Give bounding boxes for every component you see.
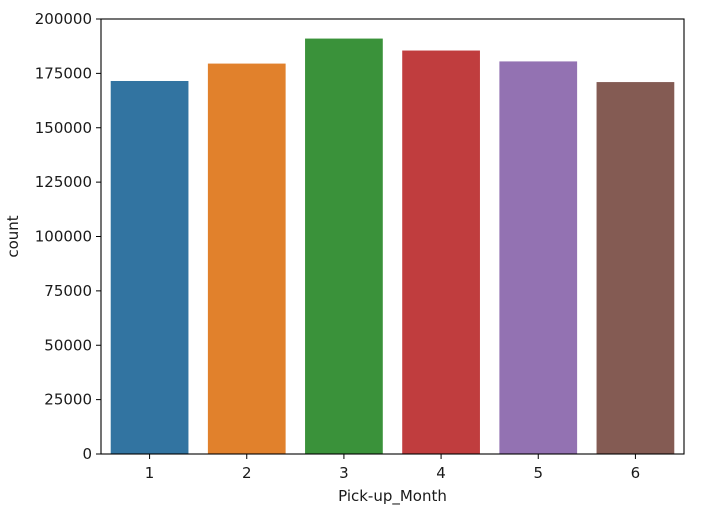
bar-3	[305, 38, 383, 454]
bars-group	[110, 38, 675, 455]
y-tick-label: 0	[82, 445, 92, 463]
x-axis-label: Pick-up_Month	[338, 487, 447, 506]
x-tick-label: 2	[242, 464, 252, 482]
x-tick-label: 1	[145, 464, 155, 482]
plot-frame	[100, 18, 685, 455]
x-axis: 1 2 3 4 5 6	[145, 454, 640, 482]
bar-2	[207, 63, 286, 455]
bar-4	[402, 50, 480, 454]
y-axis-label: count	[4, 215, 22, 257]
y-tick-label: 200000	[35, 10, 92, 28]
y-tick-label: 100000	[35, 228, 92, 246]
bar-5	[499, 61, 578, 454]
bar-6	[596, 82, 675, 454]
y-tick-label: 50000	[44, 336, 92, 354]
bar-1	[110, 80, 189, 455]
x-tick-label: 3	[339, 464, 349, 482]
y-tick-label: 25000	[44, 391, 92, 409]
x-tick-label: 4	[436, 464, 446, 482]
y-tick-label: 150000	[35, 119, 92, 137]
y-axis: 0 25000 50000 75000 100000 125000 150000 175000…	[35, 10, 101, 463]
y-tick-label: 175000	[35, 64, 92, 82]
x-tick-label: 5	[533, 464, 543, 482]
y-tick-label: 75000	[44, 282, 92, 300]
y-tick-label: 125000	[35, 173, 92, 191]
x-tick-label: 6	[631, 464, 641, 482]
